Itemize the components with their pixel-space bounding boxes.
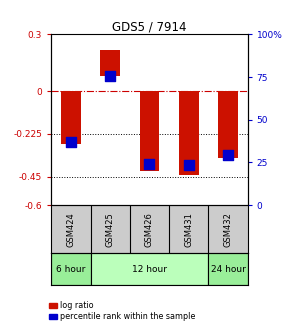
Title: GDS5 / 7914: GDS5 / 7914	[112, 20, 187, 33]
Legend: log ratio, percentile rank within the sample: log ratio, percentile rank within the sa…	[50, 301, 195, 321]
Text: GSM431: GSM431	[184, 212, 193, 247]
Point	[108, 74, 113, 79]
Bar	[208, 253, 248, 285]
Text: GSM426: GSM426	[145, 212, 154, 247]
Bar	[61, 91, 81, 144]
Point	[226, 152, 230, 157]
Bar	[51, 253, 91, 285]
Point	[147, 162, 152, 167]
Bar	[218, 91, 238, 158]
Bar	[100, 49, 120, 76]
Point	[186, 163, 191, 168]
Text: 6 hour: 6 hour	[56, 265, 86, 274]
Bar	[179, 91, 199, 175]
Text: GSM432: GSM432	[224, 212, 232, 247]
Text: 12 hour: 12 hour	[132, 265, 167, 274]
Text: GSM424: GSM424	[67, 212, 75, 247]
Bar	[91, 253, 208, 285]
Bar	[140, 91, 159, 171]
Text: 24 hour: 24 hour	[210, 265, 246, 274]
Text: GSM425: GSM425	[106, 212, 115, 247]
Point	[69, 140, 73, 145]
